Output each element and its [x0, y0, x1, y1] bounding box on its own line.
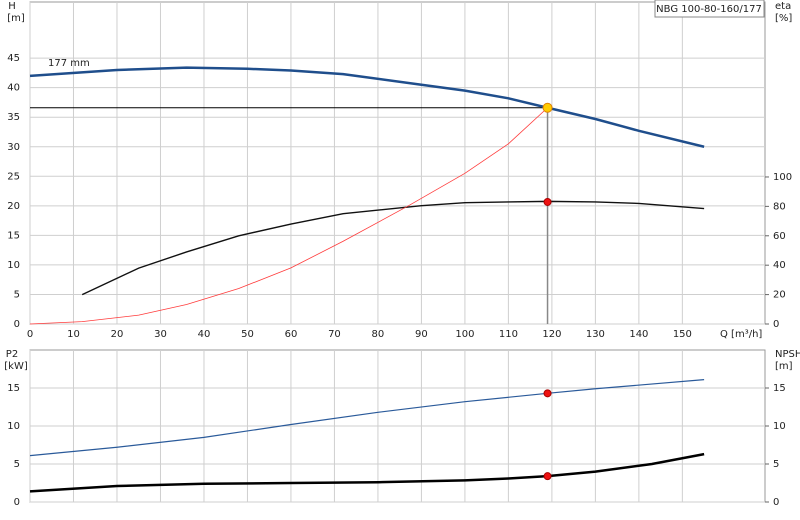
series-line	[81, 200, 705, 296]
x-tick-label: 30	[154, 329, 167, 340]
y-axis-label: P2	[6, 349, 18, 360]
y2-tick-label: 100	[773, 172, 792, 183]
x-tick-label: 120	[542, 329, 561, 340]
x-tick-label: 20	[111, 329, 124, 340]
y2-tick-label: 20	[773, 290, 786, 301]
y2-axis-unit: [%]	[775, 13, 792, 24]
x-tick-label: 140	[629, 329, 648, 340]
plot-area	[29, 1, 766, 325]
y2-tick-label: 0	[773, 319, 779, 330]
x-tick-label: 40	[198, 329, 211, 340]
x-tick-label: 60	[285, 329, 298, 340]
y-tick-label: 40	[7, 83, 20, 94]
operating-point	[543, 472, 552, 481]
y-tick-label: 5	[14, 289, 20, 300]
y2-tick-label: 40	[773, 260, 786, 271]
y2-tick-label: 15	[773, 383, 786, 394]
operating-point	[543, 197, 552, 206]
y2-tick-label: 80	[773, 201, 786, 212]
y-tick-label: 35	[7, 112, 20, 123]
chart-title: NBG 100-80-160/177	[656, 4, 762, 15]
y-tick-label: 10	[7, 260, 20, 271]
y2-axis-label: eta	[775, 1, 791, 12]
x-tick-label: 100	[455, 329, 474, 340]
y-axis-label: H	[8, 1, 16, 12]
operating-point	[543, 389, 552, 398]
y-tick-label: 0	[14, 319, 20, 330]
x-tick-label: 50	[241, 329, 254, 340]
x-tick-label: 0	[27, 329, 33, 340]
operating-point	[542, 102, 553, 113]
x-tick-label: 110	[499, 329, 518, 340]
x-tick-label: 70	[328, 329, 341, 340]
y-tick-label: 0	[14, 497, 20, 508]
y-tick-label: 45	[7, 53, 20, 64]
series-line	[29, 66, 705, 148]
y-tick-label: 15	[7, 383, 20, 394]
y2-axis-unit: [m]	[775, 361, 793, 372]
y-tick-label: 25	[7, 171, 20, 182]
y2-tick-label: 10	[773, 421, 786, 432]
curve-label: 177 mm	[48, 58, 90, 69]
title-box	[654, 0, 765, 18]
x-axis-label: Q [m³/h]	[720, 329, 762, 340]
y-tick-label: 30	[7, 142, 20, 153]
x-tick-label: 80	[372, 329, 385, 340]
y-tick-label: 15	[7, 230, 20, 241]
series-line	[29, 379, 705, 457]
y-axis-unit: [kW]	[4, 361, 28, 372]
x-tick-label: 130	[586, 329, 605, 340]
y2-tick-label: 60	[773, 231, 786, 242]
y-tick-label: 10	[7, 421, 20, 432]
y-tick-label: 5	[14, 459, 20, 470]
x-tick-label: 90	[415, 329, 428, 340]
y2-axis-label: NPSH	[775, 349, 800, 360]
y-tick-label: 20	[7, 201, 20, 212]
y-axis-unit: [m]	[7, 13, 25, 24]
series-line	[29, 452, 705, 493]
y2-tick-label: 0	[773, 497, 779, 508]
y2-tick-label: 5	[773, 459, 779, 470]
x-tick-label: 150	[673, 329, 692, 340]
series-line	[29, 107, 548, 325]
x-tick-label: 10	[67, 329, 80, 340]
